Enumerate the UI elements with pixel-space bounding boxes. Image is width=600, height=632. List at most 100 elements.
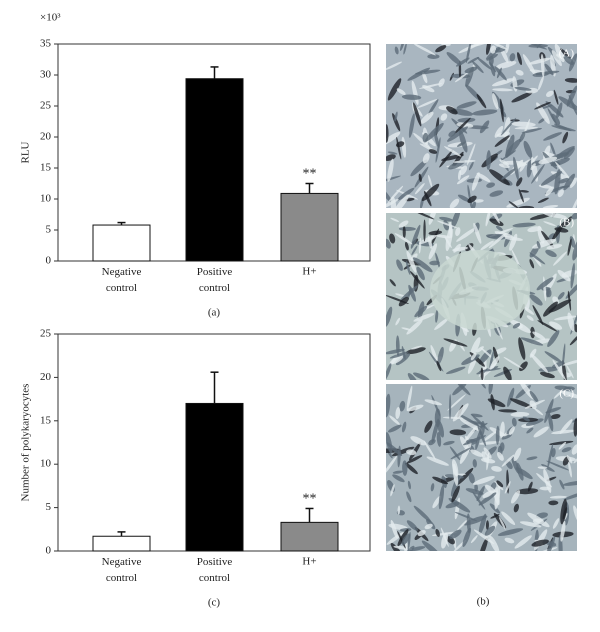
cell [519,189,529,193]
cell [446,366,466,375]
cell [396,141,405,148]
cell [565,280,577,299]
cell [386,61,403,71]
panel-caption: (b) [477,596,490,608]
y-axis-label: RLU [20,141,32,163]
cell [530,353,549,373]
y-multiplier: ×10³ [40,12,61,24]
cell [548,413,554,432]
cell [531,164,545,184]
cell [544,351,563,363]
cell [480,240,494,251]
cell [531,155,538,163]
cell [508,201,519,208]
y-tick-label: 20 [40,371,52,383]
cell [444,236,452,249]
cell [443,338,468,347]
cell [543,301,558,317]
cell [489,169,510,186]
cell [574,323,577,333]
vacuole [430,250,530,330]
cell [437,420,445,438]
cell [515,467,533,480]
y-tick-label: 0 [46,255,52,267]
cell [470,535,478,544]
cell [529,390,539,403]
cell [399,44,405,51]
bar [92,535,151,552]
cell [571,213,577,220]
cell [472,476,495,485]
cell [523,140,533,158]
cell [534,408,544,416]
cell [396,136,402,160]
y-tick-label: 35 [40,38,52,50]
cell [427,235,433,249]
cell [389,415,401,426]
cell [511,490,521,504]
y-tick-label: 10 [40,458,52,470]
y-tick-label: 20 [40,131,52,143]
cell [413,372,430,380]
cell [386,131,401,146]
cell [519,131,526,143]
micrograph-content [386,44,577,208]
cell [424,420,433,433]
cell [486,150,491,170]
cell [416,266,425,281]
cell [409,546,426,551]
cell [386,186,393,204]
cell [520,337,544,346]
cell [428,149,438,154]
cell [549,440,574,446]
cell [421,540,441,551]
cell [450,447,471,460]
cell [398,220,409,228]
cell [411,245,418,256]
cell [452,403,469,422]
cell [464,427,477,442]
cell [508,426,515,436]
cell [395,353,411,366]
cell [551,125,576,132]
cell [456,175,470,185]
cell [532,305,544,325]
cell [568,94,577,116]
cell [387,158,394,182]
cell [557,269,571,282]
cell [567,312,575,332]
cell [453,160,476,163]
cell [519,361,528,372]
cell [564,77,577,83]
cell [494,135,510,147]
cell [443,440,455,446]
cell [438,484,445,510]
cell [446,106,458,115]
y-tick-label: 25 [40,328,52,340]
cell [459,418,483,431]
cell [444,146,462,157]
cell [549,495,567,499]
cell [557,292,565,300]
cell [389,351,409,359]
cell [551,50,562,67]
cell [535,547,558,551]
cell [517,52,523,66]
cell [526,315,534,321]
cell [559,419,573,434]
cell [389,233,396,244]
cell [387,185,404,204]
cell [428,243,438,260]
x-tick-label: H+ [302,266,316,278]
cell [407,373,419,380]
cell [430,345,439,365]
cell [404,241,409,251]
cell [410,159,428,177]
cell [465,44,472,64]
bar [280,192,339,262]
cell [560,520,566,542]
cell [455,227,461,237]
cell [572,239,577,261]
cell [490,63,496,77]
cell [397,505,401,515]
